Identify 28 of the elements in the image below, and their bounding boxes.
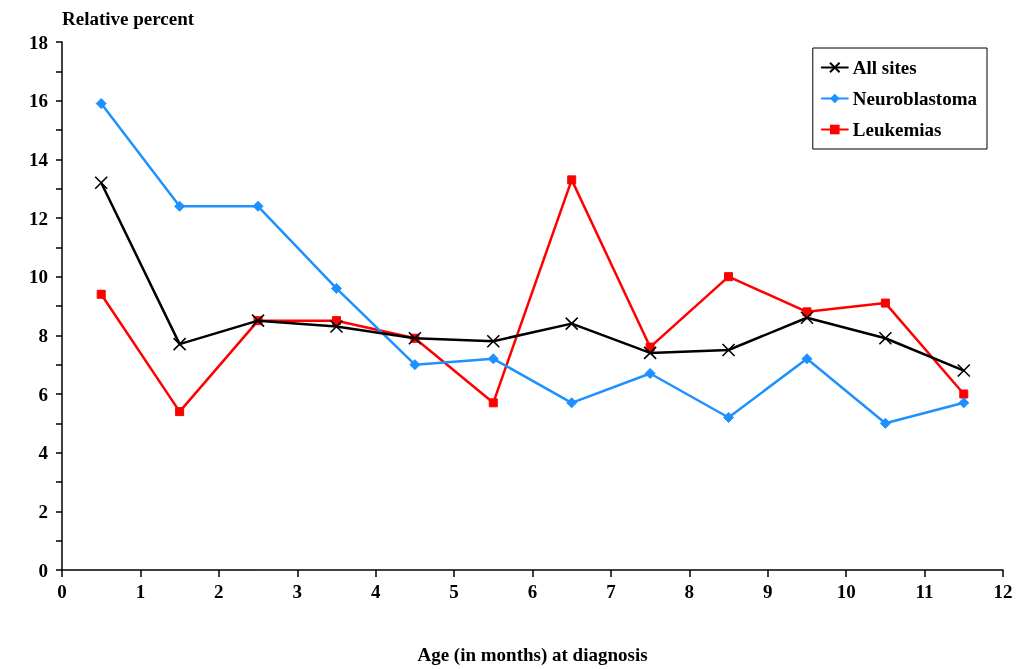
- x-tick-label: 9: [763, 581, 773, 602]
- x-tick-label: 1: [135, 581, 146, 602]
- x-axis-title: Age (in months) at diagnosis: [417, 644, 648, 666]
- x-tick-label: 12: [993, 581, 1013, 602]
- x-tick-label: 7: [606, 581, 617, 602]
- y-tick-label: 0: [38, 559, 48, 581]
- legend-label: All sites: [852, 57, 917, 78]
- y-tick-label: 18: [29, 31, 48, 53]
- y-tick-label: 8: [38, 324, 48, 346]
- legend-label: Leukemias: [852, 119, 942, 140]
- y-tick-label: 16: [29, 90, 48, 112]
- y-axis-title: Relative percent: [62, 8, 195, 29]
- y-tick-label: 2: [38, 500, 48, 522]
- y-tick-label: 4: [38, 442, 49, 464]
- x-tick-label: 2: [214, 581, 224, 602]
- x-tick-label: 6: [527, 581, 538, 602]
- y-tick-label: 14: [29, 148, 49, 170]
- x-tick-label: 5: [449, 581, 459, 602]
- y-tick-label: 6: [38, 383, 48, 405]
- x-tick-label: 0: [57, 581, 67, 602]
- x-tick-label: 10: [836, 581, 856, 602]
- x-tick-label: 8: [684, 581, 695, 602]
- x-tick-label: 3: [292, 581, 302, 602]
- x-tick-label: 11: [915, 581, 934, 602]
- y-tick-label: 12: [29, 207, 48, 229]
- legend-label: Neuroblastoma: [852, 88, 978, 109]
- y-tick-label: 10: [29, 266, 48, 288]
- x-tick-label: 4: [370, 581, 381, 602]
